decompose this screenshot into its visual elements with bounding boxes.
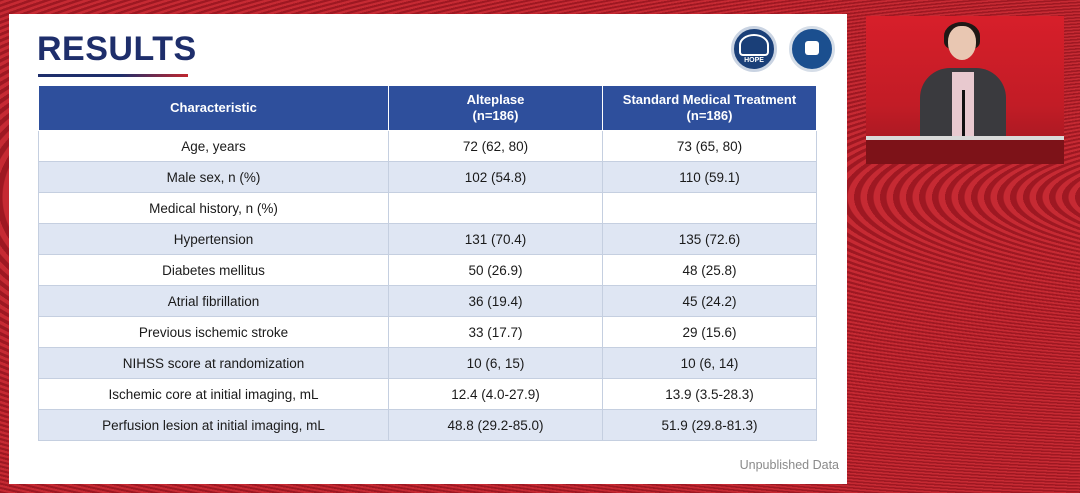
row-alteplase-value: 12.4 (4.0-27.9) (388, 378, 603, 410)
table-row: Diabetes mellitus 50 (26.9) 48 (25.8) (38, 254, 817, 286)
row-characteristic: Perfusion lesion at initial imaging, mL (38, 409, 389, 441)
row-alteplase-value: 131 (70.4) (388, 223, 603, 255)
row-alteplase-value: 36 (19.4) (388, 285, 603, 317)
row-alteplase-value: 50 (26.9) (388, 254, 603, 286)
table-row: NIHSS score at randomization 10 (6, 15) … (38, 347, 817, 379)
hope-logo: HOPE (731, 26, 777, 72)
slide-title: RESULTS (37, 30, 197, 68)
hope-logo-icon (739, 33, 769, 56)
table-row: Ischemic core at initial imaging, mL 12.… (38, 378, 817, 410)
row-alteplase-value: 33 (17.7) (388, 316, 603, 348)
speaker-face (948, 26, 976, 60)
row-alteplase-value: 72 (62, 80) (388, 130, 603, 162)
row-characteristic: Medical history, n (%) (38, 192, 389, 224)
row-characteristic: Diabetes mellitus (38, 254, 389, 286)
row-standard-value: 45 (24.2) (602, 285, 817, 317)
row-characteristic: Ischemic core at initial imaging, mL (38, 378, 389, 410)
table-row: Medical history, n (%) (38, 192, 817, 224)
podium (866, 136, 1064, 164)
footer-note: Unpublished Data (739, 458, 839, 472)
title-underline (38, 74, 188, 77)
row-characteristic: NIHSS score at randomization (38, 347, 389, 379)
institution-seal-icon (805, 41, 819, 55)
row-characteristic: Male sex, n (%) (38, 161, 389, 193)
table-row: Hypertension 131 (70.4) 135 (72.6) (38, 223, 817, 255)
header-count: (n=186) (472, 108, 519, 123)
row-standard-value (602, 192, 817, 224)
row-standard-value: 10 (6, 14) (602, 347, 817, 379)
header-characteristic: Characteristic (38, 85, 389, 131)
table-row: Previous ischemic stroke 33 (17.7) 29 (1… (38, 316, 817, 348)
results-table: Characteristic Alteplase (n=186) Standar… (38, 85, 817, 441)
row-alteplase-value: 102 (54.8) (388, 161, 603, 193)
row-characteristic: Hypertension (38, 223, 389, 255)
table-header-row: Characteristic Alteplase (n=186) Standar… (38, 85, 817, 131)
header-label: Characteristic (170, 100, 257, 115)
row-standard-value: 13.9 (3.5-28.3) (602, 378, 817, 410)
row-standard-value: 73 (65, 80) (602, 130, 817, 162)
speaker-video (866, 16, 1064, 164)
presentation-slide: RESULTS HOPE Characteristic Alteplase (n… (9, 14, 847, 484)
table-row: Male sex, n (%) 102 (54.8) 110 (59.1) (38, 161, 817, 193)
header-count: (n=186) (686, 108, 733, 123)
row-standard-value: 51.9 (29.8-81.3) (602, 409, 817, 441)
row-alteplase-value: 10 (6, 15) (388, 347, 603, 379)
hope-logo-text: HOPE (744, 56, 764, 64)
table-row: Perfusion lesion at initial imaging, mL … (38, 409, 817, 441)
row-standard-value: 48 (25.8) (602, 254, 817, 286)
row-alteplase-value: 48.8 (29.2-85.0) (388, 409, 603, 441)
header-standard-treatment: Standard Medical Treatment (n=186) (602, 85, 817, 131)
microphone-icon (962, 90, 965, 136)
table-row: Atrial fibrillation 36 (19.4) 45 (24.2) (38, 285, 817, 317)
row-standard-value: 110 (59.1) (602, 161, 817, 193)
header-alteplase: Alteplase (n=186) (388, 85, 603, 131)
row-alteplase-value (388, 192, 603, 224)
row-characteristic: Previous ischemic stroke (38, 316, 389, 348)
institution-logo (789, 26, 835, 72)
row-characteristic: Age, years (38, 130, 389, 162)
row-standard-value: 29 (15.6) (602, 316, 817, 348)
row-characteristic: Atrial fibrillation (38, 285, 389, 317)
table-row: Age, years 72 (62, 80) 73 (65, 80) (38, 130, 817, 162)
header-label: Alteplase (466, 92, 525, 107)
row-standard-value: 135 (72.6) (602, 223, 817, 255)
header-label: Standard Medical Treatment (622, 92, 797, 107)
